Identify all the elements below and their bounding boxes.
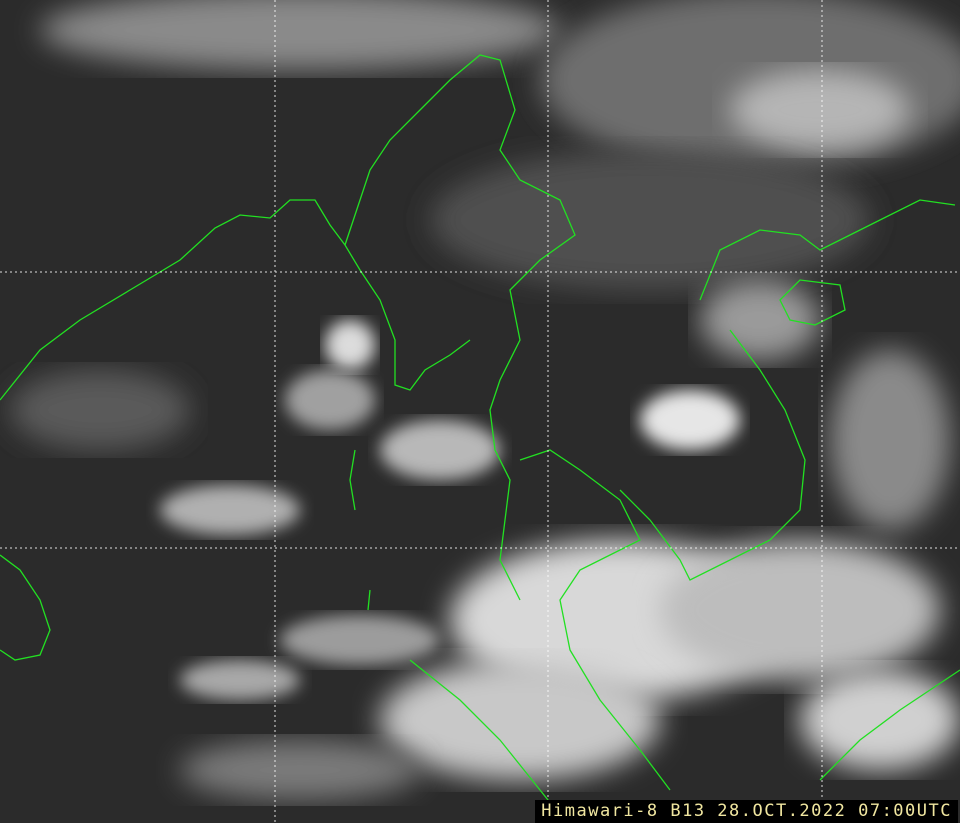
vietnam-coastline	[619, 199, 956, 581]
coastlines	[0, 54, 960, 816]
sri-lanka-coastline	[0, 554, 51, 661]
image-caption: Himawari-8 B13 28.OCT.2022 07:00UTC	[535, 800, 958, 823]
myanmar-border	[344, 54, 576, 601]
andaman-islands	[349, 449, 371, 611]
india-coastline	[0, 199, 471, 401]
borneo-coastline	[819, 669, 960, 781]
sumatra-coastline	[409, 659, 561, 816]
thailand-malay-coastline	[519, 449, 671, 791]
